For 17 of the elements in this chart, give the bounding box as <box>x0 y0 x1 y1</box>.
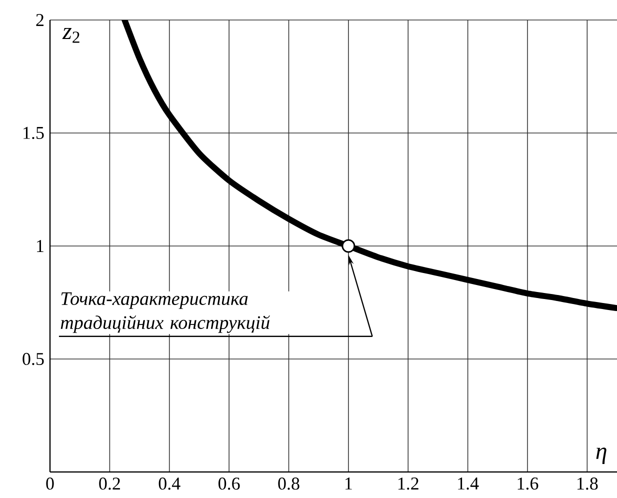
y-tick-label: 1 <box>37 240 44 252</box>
x-tick-label: 1.6 <box>518 478 538 490</box>
x-tick-label: 0 <box>46 478 54 490</box>
x-tick-label: 0.2 <box>99 478 120 490</box>
x-tick-label: 1.4 <box>458 478 479 490</box>
annotation: Точка-характеристика традиційних конструкцій <box>60 292 270 333</box>
y-tick-label: 2 <box>36 14 44 26</box>
x-axis-title: η <box>596 448 606 464</box>
x-tick-label: 0.6 <box>218 478 240 490</box>
y-tick-label: 1.5 <box>24 126 44 140</box>
x-tick-label: 1 <box>346 478 352 490</box>
x-tick-label: 1.8 <box>578 478 598 490</box>
x-tick-label: 0.8 <box>278 478 300 490</box>
y-tick-label: 0.5 <box>22 352 44 366</box>
x-tick-label: 0.4 <box>158 478 180 490</box>
x-tick-label: 1.2 <box>398 478 418 490</box>
y-axis-title: z$_{2}$ <box>62 28 80 43</box>
